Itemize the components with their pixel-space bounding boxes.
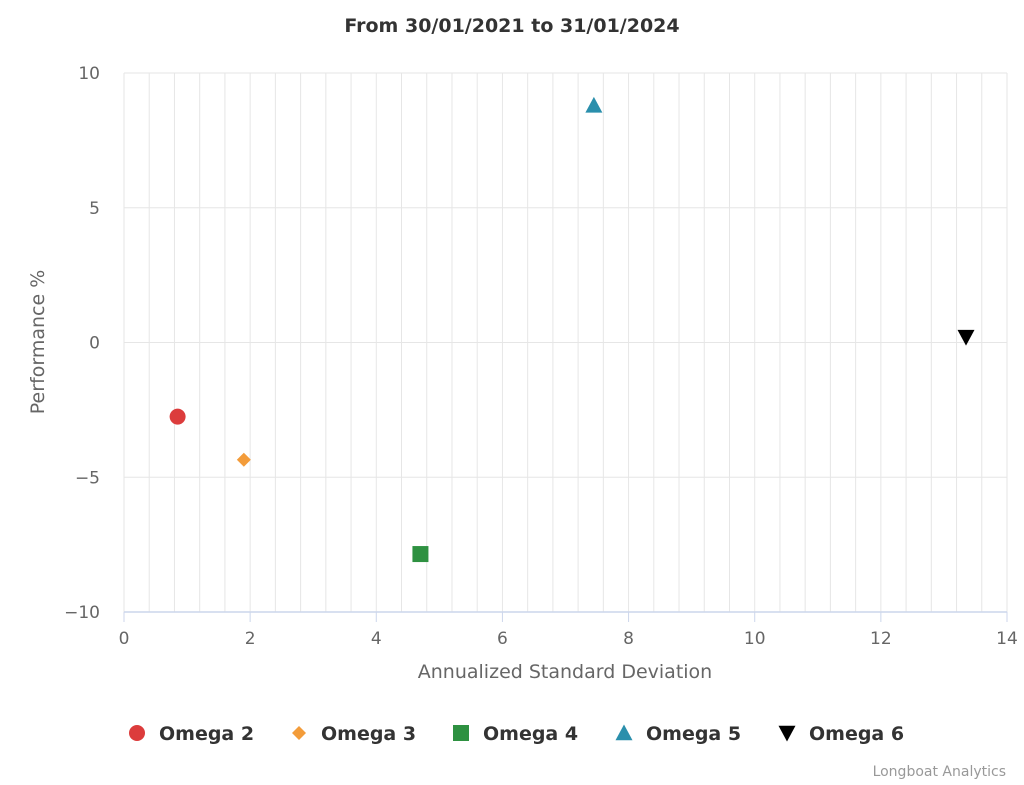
x-tick-label: 10 <box>744 629 766 649</box>
legend-label-omega-3: Omega 3 <box>321 723 416 745</box>
point-omega-6[interactable] <box>957 329 975 346</box>
point-omega-5[interactable] <box>585 96 603 113</box>
legend-label-omega-5: Omega 5 <box>646 723 741 745</box>
legend-label-omega-6: Omega 6 <box>809 723 904 745</box>
x-tick-label: 8 <box>623 629 634 649</box>
y-tick-label: 0 <box>89 334 100 354</box>
y-tick-label: −5 <box>75 468 100 488</box>
legend-item-omega-3[interactable]: Omega 3 <box>292 723 416 745</box>
point-omega-4[interactable] <box>412 546 429 563</box>
legend-item-omega-4[interactable]: Omega 4 <box>453 723 578 745</box>
chart-title: From 30/01/2021 to 31/01/2024 <box>344 15 679 37</box>
legend-symbol-omega-6 <box>778 725 796 742</box>
point-omega-2[interactable] <box>169 408 186 425</box>
x-tick-label: 14 <box>996 629 1018 649</box>
grid-layer <box>123 72 1008 613</box>
x-tick-label: 6 <box>497 629 508 649</box>
legend-item-omega-6[interactable]: Omega 6 <box>778 723 905 745</box>
y-tick-label: 5 <box>89 199 100 219</box>
x-tick-labels: 0 2 4 6 8 10 12 14 <box>119 629 1018 649</box>
credits-label[interactable]: Longboat Analytics <box>873 764 1006 780</box>
legend-symbol-omega-3 <box>292 726 306 740</box>
x-tick-label: 0 <box>119 629 130 649</box>
y-axis-title: Performance % <box>27 270 49 415</box>
x-tick-label: 2 <box>245 629 256 649</box>
axis-layer <box>123 611 1008 622</box>
legend-item-omega-5[interactable]: Omega 5 <box>615 723 742 745</box>
legend-item-omega-2[interactable]: Omega 2 <box>129 723 254 745</box>
x-axis-title: Annualized Standard Deviation <box>418 661 712 683</box>
legend-symbol-omega-4 <box>453 725 469 741</box>
legend-label-omega-4: Omega 4 <box>483 723 578 745</box>
legend: Omega 2 Omega 3 Omega 4 Omega 5 Omega 6 <box>129 723 904 745</box>
point-omega-3[interactable] <box>236 452 251 467</box>
y-tick-label: 10 <box>78 64 100 84</box>
y-tick-label: −10 <box>64 603 100 623</box>
legend-label-omega-2: Omega 2 <box>159 723 254 745</box>
x-tick-label: 4 <box>371 629 382 649</box>
data-points <box>169 96 975 563</box>
legend-symbol-omega-2 <box>129 725 145 741</box>
x-tick-label: 12 <box>870 629 892 649</box>
y-tick-labels: −10 −5 0 5 10 <box>64 64 100 623</box>
legend-symbol-omega-5 <box>615 724 633 741</box>
